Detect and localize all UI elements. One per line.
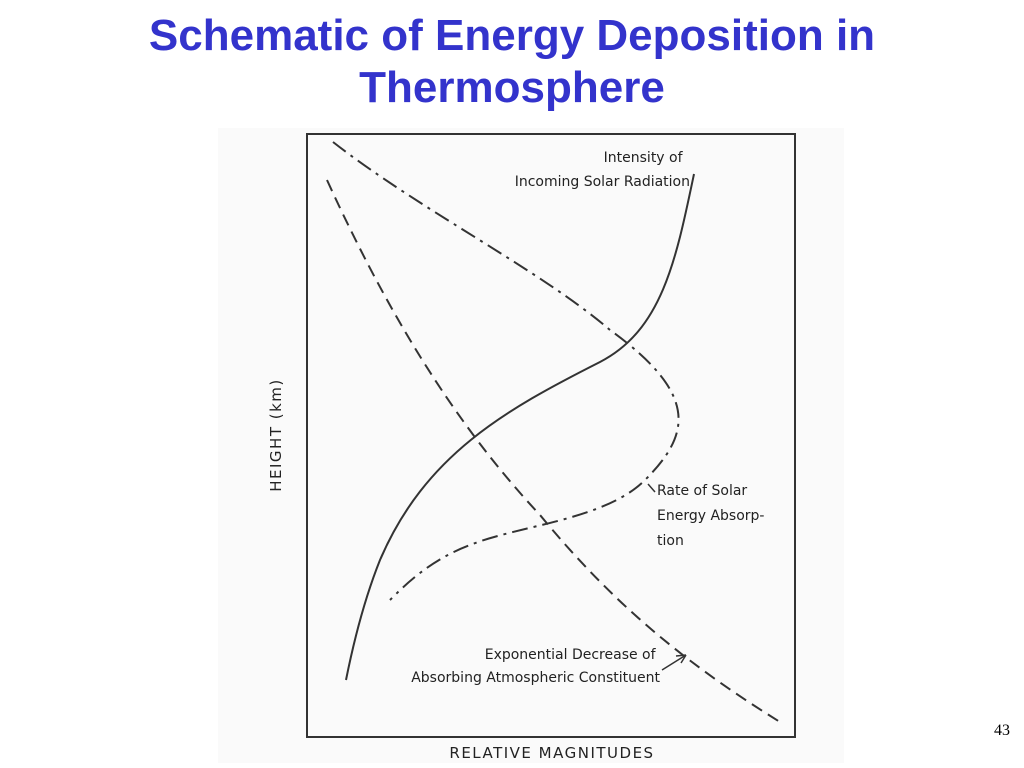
constituent-label-pointer xyxy=(661,654,687,671)
plot-frame xyxy=(306,133,796,738)
absorbing-constituent-label-line-1: Exponential Decrease of xyxy=(485,647,657,663)
absorption-label-pointer xyxy=(647,483,656,493)
solar-energy-absorption-label-line-1: Rate of Solar xyxy=(657,483,747,499)
solar-energy-absorption-label-line-2: Energy Absorp- xyxy=(657,508,764,524)
x-axis-label: RELATIVE MAGNITUDES xyxy=(449,744,654,762)
slide-title: Schematic of Energy Deposition in Thermo… xyxy=(40,10,984,114)
slide-title-line-2: Thermosphere xyxy=(359,63,665,112)
absorbing-constituent-curve xyxy=(326,179,781,723)
page-number: 43 xyxy=(994,722,1010,739)
figure-background xyxy=(218,128,844,763)
solar-energy-absorption-label: Rate of Solar Energy Absorp- tion xyxy=(657,483,769,549)
y-axis-label: HEIGHT (km) xyxy=(267,378,285,492)
solar-energy-absorption-label-line-3: tion xyxy=(657,533,684,549)
solar-energy-absorption-curve xyxy=(332,141,680,601)
incoming-solar-radiation-label-line-1: Intensity of xyxy=(604,150,684,166)
incoming-solar-radiation-label-line-2: Incoming Solar Radiation xyxy=(515,174,690,190)
slide-title-line-1: Schematic of Energy Deposition in xyxy=(148,11,876,60)
absorbing-constituent-label: Exponential Decrease of Absorbing Atmosp… xyxy=(411,647,660,686)
absorbing-constituent-label-line-2: Absorbing Atmospheric Constituent xyxy=(411,670,660,686)
incoming-solar-radiation-curve xyxy=(345,173,695,681)
incoming-solar-radiation-label: Intensity of Incoming Solar Radiation xyxy=(515,150,690,190)
